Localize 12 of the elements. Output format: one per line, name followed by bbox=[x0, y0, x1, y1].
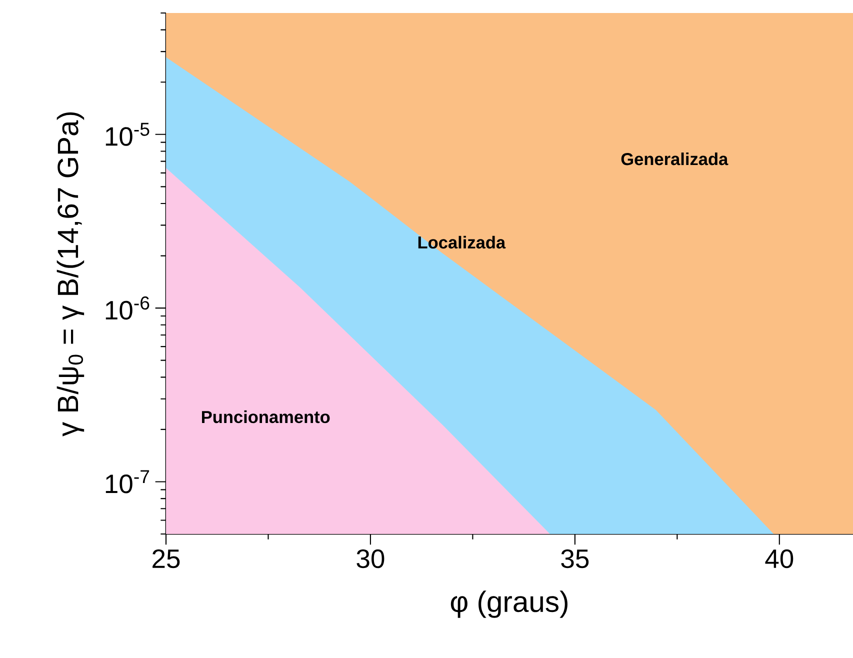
y-tick-label: 10$^{-7}$ bbox=[106, 470, 150, 494]
x-tick-label: 25 bbox=[152, 549, 180, 568]
series-label: Puncionamento bbox=[202, 410, 330, 424]
y-tick-label: 10$^{-6}$ bbox=[106, 296, 150, 320]
x-tick-label: 35 bbox=[561, 549, 589, 568]
x-axis-title: φ (graus) bbox=[450, 590, 568, 618]
band-label: Generalizada bbox=[621, 152, 728, 166]
x-tick-label: 30 bbox=[356, 549, 384, 568]
y-axis-title: γ B/ψ$_{0}$ = γ B/(14,67 GPa) bbox=[56, 112, 84, 436]
y-tick-label: 10$^{-5}$ bbox=[106, 122, 150, 146]
x-tick-label: 40 bbox=[765, 549, 794, 568]
series-label: Localizada bbox=[418, 236, 506, 249]
